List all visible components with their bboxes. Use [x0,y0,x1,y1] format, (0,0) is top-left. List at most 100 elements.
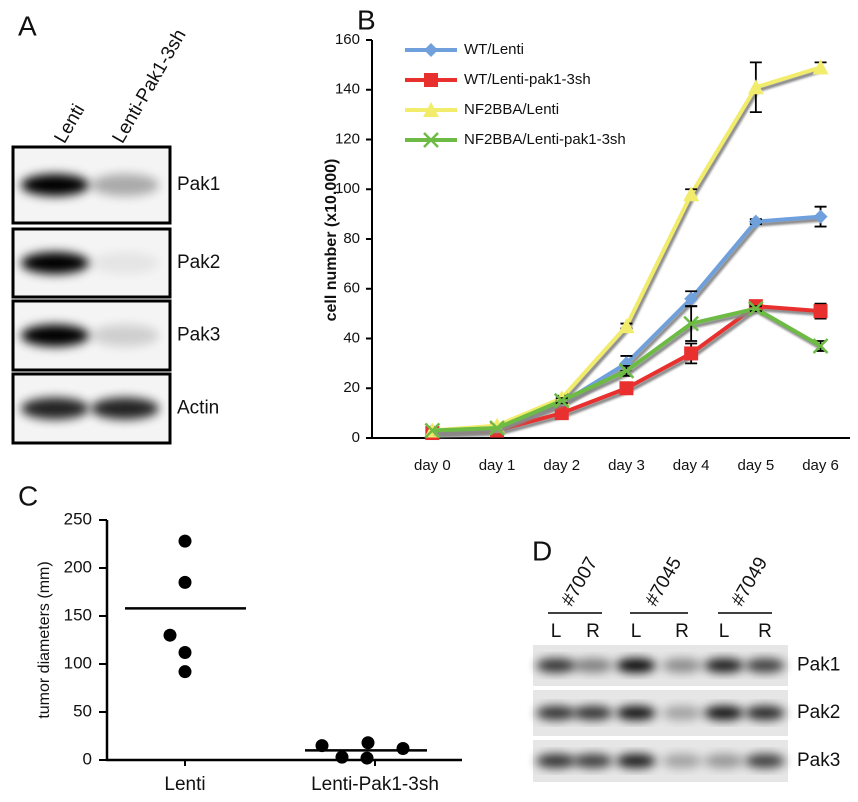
marker [424,422,441,439]
y-tick-label: 200 [64,557,92,576]
marker [423,132,439,148]
row-label: Pak3 [797,750,840,771]
blot-band [536,754,576,768]
lane-label: L [631,621,642,642]
marker [812,338,829,354]
y-tick-label: 50 [73,701,92,720]
blot-band [704,706,744,720]
lane-label: R [758,621,772,642]
lane-label: R [675,621,689,642]
blot-band [745,706,785,720]
blot-band [536,658,576,673]
panel-label: C [18,480,38,511]
x-tick-label: day 3 [608,457,645,474]
marker [747,79,764,95]
marker [489,420,505,436]
y-tick-label: 140 [335,81,360,98]
blot-band [21,324,89,347]
marker [812,59,829,75]
marker [748,214,763,229]
marker [424,73,438,87]
blot-band [21,174,89,196]
point [163,628,177,642]
y-tick-label: 160 [335,31,360,48]
point [335,750,349,764]
x-tick-label: Lenti-Pak1-3sh [311,774,439,795]
blot-band [573,754,613,768]
marker [813,304,828,319]
marker [619,381,634,396]
row-label: Pak3 [177,325,220,346]
marker [684,291,699,306]
x-tick-label: day 0 [414,457,451,474]
blot-band [616,706,656,720]
blot-band [704,658,744,673]
x-tick-label: Lenti [164,774,205,795]
blot-band [91,397,159,420]
point [361,736,375,750]
y-tick-label: 120 [335,130,360,147]
blot-band [21,397,89,420]
sample-label: #7045 [641,554,686,610]
y-tick-label: 100 [64,653,92,672]
line-shadow [434,68,824,436]
point [178,575,192,589]
point [178,645,192,659]
lane-label: R [586,621,600,642]
blot-band [745,754,785,768]
blot-band [662,658,702,673]
y-tick-label: 20 [343,379,360,396]
blot-band [662,706,702,720]
sample-label: #7049 [727,554,772,610]
legend-label: WT/Lenti-pak1-3sh [464,71,591,88]
marker [553,392,570,409]
sample-label: #7007 [557,554,602,610]
panel-label: D [532,535,552,566]
point [178,665,192,679]
blot-band [616,658,656,673]
legend-label: NF2BBA/Lenti-pak1-3sh [464,131,626,148]
legend-label: WT/Lenti [464,41,524,58]
marker [424,43,438,57]
blot-band [616,754,656,768]
marker [618,362,635,379]
marker [423,102,439,117]
y-tick-label: 80 [343,230,360,247]
y-tick-label: 0 [352,429,360,446]
row-label: Pak2 [797,702,840,723]
legend-label: NF2BBA/Lenti [464,101,559,118]
y-tick-label: 150 [64,605,92,624]
blot-band [91,252,159,274]
point [315,739,329,753]
row-label: Pak1 [797,655,840,676]
lane-label: Lenti-Pak1-3sh [108,26,190,147]
marker [813,209,828,224]
x-tick-label: day 1 [479,457,516,474]
y-tick-label: 250 [64,509,92,528]
blot-band [662,754,702,768]
panel-label: B [357,4,376,35]
y-tick-label: 0 [83,749,92,768]
point [360,751,374,765]
marker [683,315,700,332]
marker [554,406,569,421]
x-tick-label: day 6 [802,457,839,474]
row-label: Pak2 [177,252,220,273]
marker [618,318,635,334]
y-tick-label: 60 [343,280,360,297]
x-tick-label: day 2 [543,457,580,474]
marker [683,186,700,202]
row-label: Pak1 [177,174,220,195]
point [178,534,192,548]
lane-label: L [719,621,730,642]
lane-label: Lenti [50,101,89,147]
y-tick-label: 40 [343,329,360,346]
lane-label: L [551,621,562,642]
blot-band [91,324,159,347]
marker [747,300,764,317]
x-tick-label: day 5 [737,457,774,474]
panel-label: A [18,10,37,41]
blot-band [704,754,744,768]
marker [684,346,699,361]
